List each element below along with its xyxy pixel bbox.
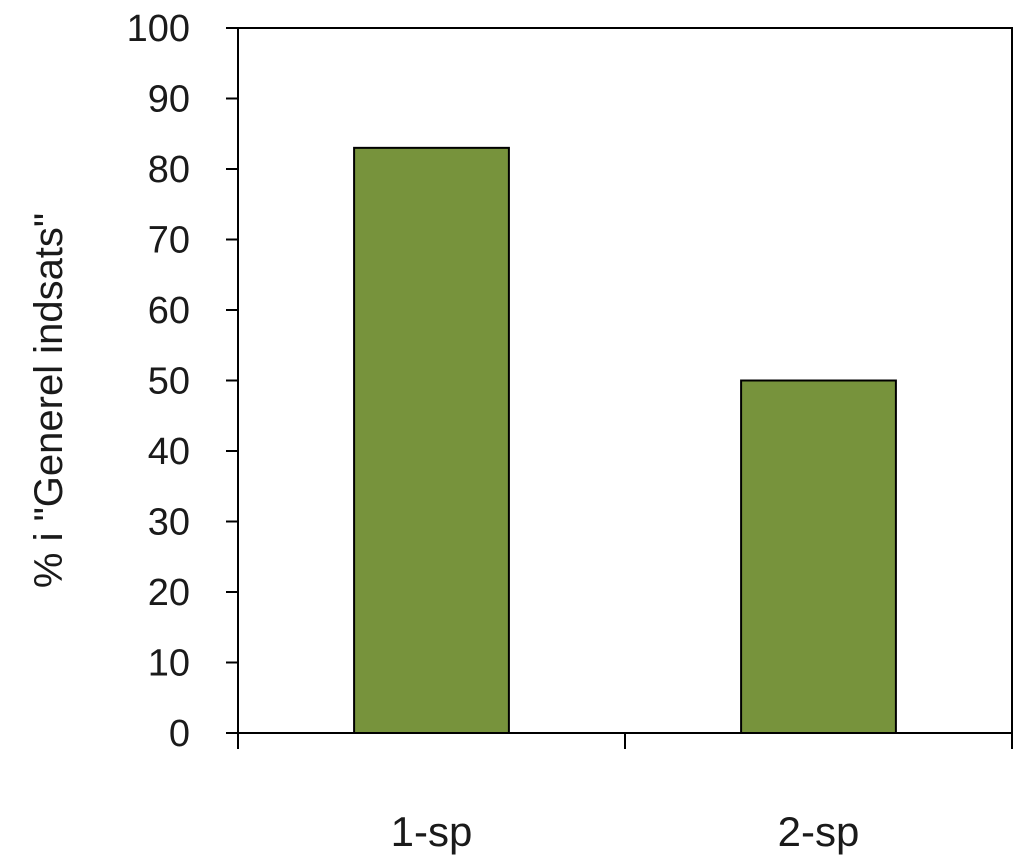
x-category-label: 2-sp <box>778 808 860 855</box>
y-tick-label: 10 <box>148 643 190 685</box>
x-category-label: 1-sp <box>391 808 473 855</box>
y-tick-label: 40 <box>148 431 190 473</box>
bars <box>353 146 897 735</box>
y-tick-label: 90 <box>148 79 190 121</box>
y-axis-ticks: 0 10 20 30 40 50 60 70 80 90 100 <box>127 8 238 755</box>
y-axis-title: % i "Generel indsats" <box>27 213 71 588</box>
y-tick-label: 30 <box>148 502 190 544</box>
y-tick-label: 20 <box>148 572 190 614</box>
x-axis-ticks <box>237 733 1013 749</box>
y-tick-label: 60 <box>148 290 190 332</box>
y-tick-label: 100 <box>127 8 190 50</box>
y-tick-label: 50 <box>148 361 190 403</box>
y-tick-label: 70 <box>148 220 190 262</box>
y-tick-label: 80 <box>148 149 190 191</box>
bar-1-sp <box>353 146 510 735</box>
bar-2-sp <box>740 379 897 734</box>
y-tick-label: 0 <box>169 713 190 755</box>
category-labels: 1-sp 2-sp <box>391 808 860 855</box>
